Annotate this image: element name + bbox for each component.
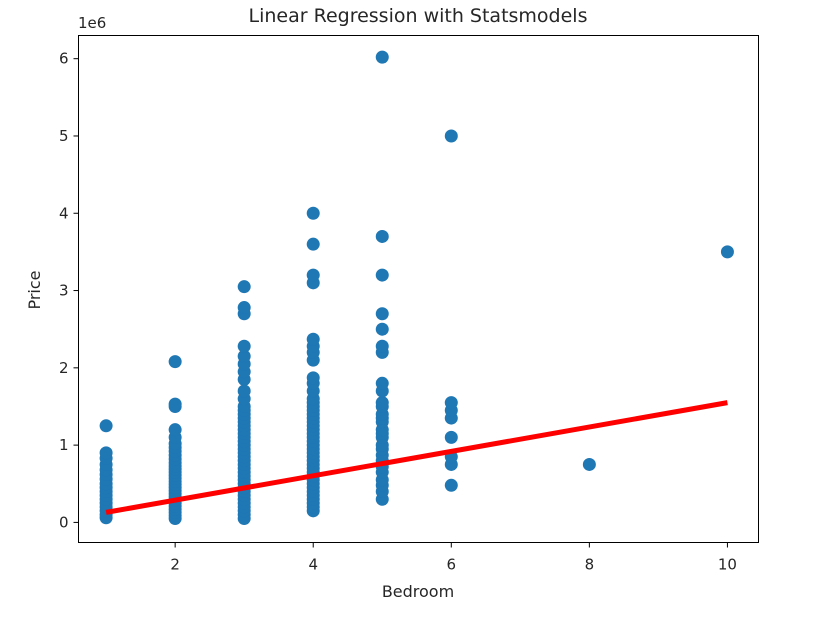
- scatter-point: [375, 229, 389, 243]
- scatter-point: [306, 268, 320, 282]
- scatter-point: [237, 349, 251, 363]
- scatter-point: [444, 396, 458, 410]
- y-tick-label: 0: [59, 513, 69, 531]
- x-tick-label: 4: [308, 556, 318, 574]
- x-tick-label: 2: [170, 556, 180, 574]
- scatter-point: [582, 457, 596, 471]
- scatter-point: [375, 50, 389, 64]
- y-tick-label: 3: [59, 282, 69, 300]
- regression-fit: [105, 400, 728, 515]
- scatter-point: [444, 478, 458, 492]
- plot-area: [99, 50, 734, 526]
- y-tick-label: 4: [59, 204, 69, 222]
- y-tick-label: 2: [59, 359, 69, 377]
- scatter-point: [375, 322, 389, 336]
- scatter-point: [99, 419, 113, 433]
- scatter-point: [237, 339, 251, 353]
- scatter-point: [237, 301, 251, 315]
- y-axis: 0 1 2 3 4 5 6: [59, 50, 79, 531]
- scatter-point: [720, 245, 734, 259]
- x-axis-label: Bedroom: [382, 582, 454, 601]
- y-tick-label: 5: [59, 127, 69, 145]
- y-tick-label: 1: [59, 436, 69, 454]
- scatter-point: [444, 129, 458, 143]
- x-tick-label: 6: [447, 556, 457, 574]
- x-tick-label: 10: [718, 556, 737, 574]
- y-tick-label: 6: [59, 50, 69, 68]
- scatter-point: [99, 446, 113, 460]
- axes-frame: [78, 35, 759, 543]
- scatter-point: [375, 376, 389, 390]
- scatter-point: [306, 332, 320, 346]
- scatter-point: [306, 206, 320, 220]
- scatter-point: [168, 423, 182, 437]
- x-tick-label: 8: [585, 556, 595, 574]
- scatter-point: [306, 371, 320, 385]
- scatter-point: [375, 268, 389, 282]
- scatter-point: [168, 397, 182, 411]
- scatter-point: [237, 280, 251, 294]
- y-scale-label: 1e6: [78, 14, 106, 32]
- y-axis-label: Price: [25, 270, 44, 309]
- scatter-point: [375, 396, 389, 410]
- scatter-point: [375, 339, 389, 353]
- scatter-point: [444, 430, 458, 444]
- scatter-point: [168, 355, 182, 369]
- scatter-point: [306, 237, 320, 251]
- chart-title: Linear Regression with Statsmodels: [249, 5, 588, 27]
- scatter-point: [375, 307, 389, 321]
- regression-line: [105, 400, 728, 515]
- scatter-point: [237, 384, 251, 398]
- x-axis: 2 4 6 8 10: [170, 542, 737, 574]
